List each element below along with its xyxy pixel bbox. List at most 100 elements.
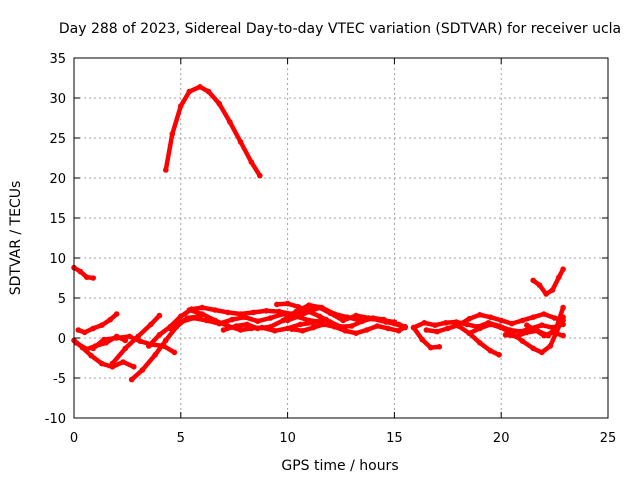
data-point <box>442 320 449 326</box>
data-point <box>509 320 515 327</box>
data-point <box>126 333 133 340</box>
data-point <box>363 327 370 333</box>
x-tick-label: 25 <box>600 431 617 446</box>
data-point <box>107 316 114 323</box>
series-arc-early-high <box>71 265 96 281</box>
data-point <box>237 311 244 317</box>
data-point <box>101 336 107 343</box>
data-point <box>385 325 391 332</box>
data-point <box>75 327 82 333</box>
data-point <box>310 324 317 331</box>
data-point <box>146 343 152 349</box>
data-point <box>135 333 141 340</box>
data-point <box>88 352 94 359</box>
series-arc-b <box>76 311 119 335</box>
y-tick-label: 0 <box>58 332 66 347</box>
data-point <box>402 324 408 330</box>
data-point <box>530 277 536 284</box>
data-point <box>220 327 227 333</box>
data-point <box>455 323 462 329</box>
series-arc-m <box>285 305 397 325</box>
data-point <box>549 287 556 293</box>
data-point <box>551 315 558 321</box>
data-point <box>348 323 355 329</box>
data-point <box>178 313 184 320</box>
data-point <box>171 349 178 356</box>
y-tick-label: 30 <box>49 92 66 107</box>
chart-title: Day 288 of 2023, Sidereal Day-to-day VTE… <box>59 21 621 37</box>
data-point <box>225 309 231 316</box>
data-point <box>267 315 274 321</box>
data-point <box>216 100 222 107</box>
data-point <box>342 328 349 334</box>
data-point <box>280 311 287 317</box>
grid-layer <box>74 58 608 418</box>
y-tick-label: 10 <box>49 252 66 267</box>
y-tick-label: 5 <box>58 292 66 307</box>
data-point <box>421 320 428 326</box>
data-point <box>530 345 536 352</box>
data-point <box>186 307 193 313</box>
data-point <box>410 324 417 331</box>
series-arc-high <box>163 84 263 178</box>
data-point <box>316 304 323 311</box>
data-point <box>199 304 205 311</box>
data-point <box>131 364 137 370</box>
data-point <box>267 324 274 330</box>
data-point <box>466 330 473 337</box>
x-tick-label: 5 <box>177 431 185 446</box>
data-point <box>122 345 129 352</box>
data-point <box>99 322 105 329</box>
data-point <box>541 311 547 317</box>
data-point <box>419 336 426 343</box>
data-point <box>524 329 530 336</box>
data-point <box>524 322 530 329</box>
data-point <box>297 321 304 328</box>
data-point <box>152 352 158 358</box>
data-point <box>212 307 218 313</box>
data-point <box>229 316 235 323</box>
data-point <box>199 311 205 317</box>
data-point <box>163 337 169 344</box>
data-point <box>498 317 505 324</box>
data-point <box>541 332 547 339</box>
data-point <box>532 327 539 333</box>
data-point <box>284 325 291 332</box>
data-point <box>254 318 261 325</box>
data-point <box>378 317 385 324</box>
data-point <box>272 328 278 334</box>
data-point <box>560 266 566 273</box>
data-point <box>543 291 549 297</box>
data-point <box>434 328 440 335</box>
data-point <box>280 317 287 324</box>
data-point <box>244 321 250 328</box>
data-point <box>553 324 560 330</box>
tick-layer: 0 5 10 15 20 25 -10 -5 0 5 10 15 20 25 30 35 <box>45 52 617 446</box>
data-point <box>536 282 543 289</box>
x-tick-label: 20 <box>493 431 510 446</box>
data-point <box>306 308 312 315</box>
data-point <box>327 310 334 317</box>
data-point <box>299 328 306 334</box>
data-point <box>205 88 212 95</box>
data-point <box>148 321 154 328</box>
data-point <box>257 172 263 179</box>
data-point <box>293 308 299 315</box>
data-point <box>137 338 143 345</box>
x-tick-label: 0 <box>70 431 78 446</box>
data-point <box>487 321 494 328</box>
data-point <box>423 327 430 333</box>
data-point <box>560 332 566 339</box>
data-point <box>284 300 291 307</box>
data-point <box>477 340 483 346</box>
y-tick-label: 15 <box>49 212 66 227</box>
data-point <box>295 313 302 320</box>
data-point <box>156 332 163 338</box>
data-point <box>498 324 505 331</box>
data-point <box>113 311 120 317</box>
x-tick-label: 15 <box>386 431 403 446</box>
data-point <box>366 315 372 321</box>
data-point <box>539 322 545 329</box>
data-point <box>359 318 366 325</box>
